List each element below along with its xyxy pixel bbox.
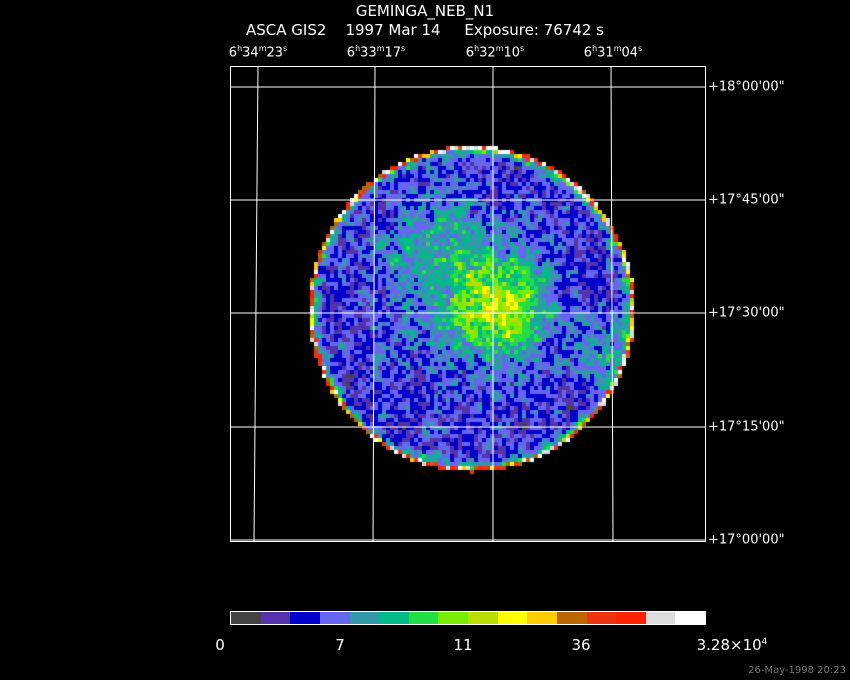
ra-grid-line [253, 66, 259, 542]
color-scale-segment [408, 612, 439, 624]
color-scale-segment [586, 612, 617, 624]
ra-grid-line [372, 66, 376, 542]
dec-label-2: +17°45'00" [708, 192, 785, 208]
ra-label-2: 6h33m17s [346, 44, 406, 61]
plot-frame [230, 66, 706, 542]
color-scale-segment [468, 612, 498, 624]
ra-label-3: 6h32m10s [465, 44, 525, 61]
color-scale-segment [438, 612, 468, 624]
scale-label-3: 11 [453, 636, 473, 654]
dec-label-5: +17°00'00" [708, 532, 785, 548]
scale-label-2: 7 [335, 636, 345, 654]
color-scale-segment [260, 612, 291, 624]
ra-label-4: 6h31m04s [583, 44, 643, 61]
object-title: GEMINGA_NEB_N1 [355, 2, 495, 20]
timestamp: 26-May-1998 20:23 [748, 665, 846, 676]
color-scale-segment [379, 612, 409, 624]
color-scale-segment [527, 612, 557, 624]
ra-label-1: 6h34m23s [228, 44, 288, 61]
scale-label-min: 0 [215, 636, 225, 654]
color-scale-segment [349, 612, 380, 624]
color-scale-segment [556, 612, 587, 624]
xray-image [230, 66, 706, 542]
scale-label-4: 36 [571, 636, 591, 654]
ra-grid-line [610, 66, 614, 542]
coordinate-grid [230, 66, 706, 542]
scale-label-max: 3.28×104 [696, 636, 768, 654]
color-scale-segment [231, 612, 261, 624]
color-scale-segment [645, 612, 676, 624]
color-scale-segment [319, 612, 350, 624]
color-scale-segment [675, 612, 705, 624]
color-scale-segment [616, 612, 646, 624]
dec-label-1: +18°00'00" [708, 79, 785, 95]
color-scale-bar [230, 611, 706, 625]
color-scale-segment [290, 612, 320, 624]
dec-label-4: +17°15'00" [708, 419, 785, 435]
dec-label-3: +17°30'00" [708, 305, 785, 321]
observation-info: ASCA GIS2 1997 Mar 14 Exposure: 76742 s [245, 21, 604, 39]
color-scale-segment [497, 612, 528, 624]
